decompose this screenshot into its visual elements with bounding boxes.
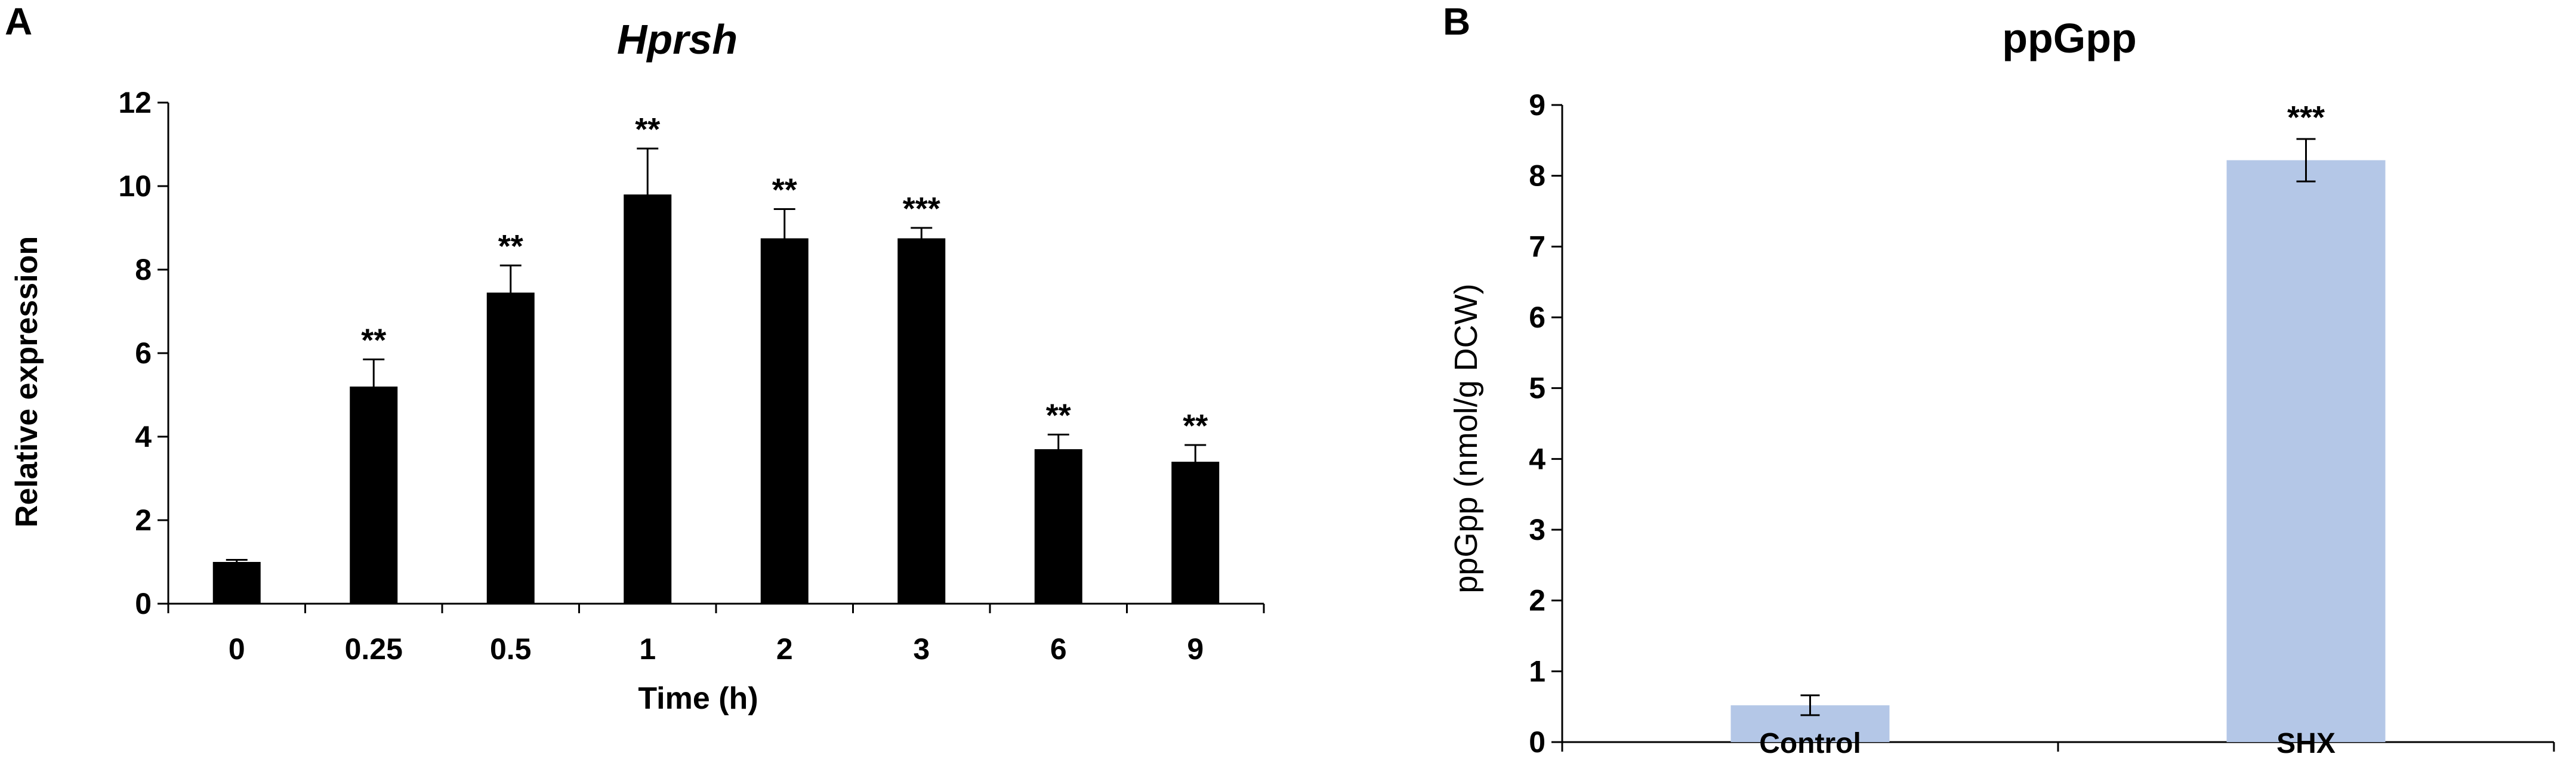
x-tick-label: 0.5: [490, 632, 532, 666]
y-tick-label: 8: [1529, 159, 1545, 193]
panel-a-x-axis-label: Time (h): [638, 681, 758, 716]
panel-a-title: Hprsh: [617, 16, 738, 63]
bar: [486, 292, 535, 604]
significance-label: **: [772, 172, 797, 208]
significance-label: **: [361, 323, 386, 359]
chart-panel-b: B ppGpp ppGpp (nmol/g DCW) 0 1 2 3 4 5 6 7 8 9 Con…: [1443, 0, 2555, 757]
y-tick-label: 6: [135, 336, 152, 370]
panel-a-y-axis-label: Relative expression: [10, 236, 44, 527]
x-tick-label: Control: [1759, 728, 1861, 757]
bar: [624, 194, 672, 604]
chart-panel-a: A Hprsh Relative expression Time (h) 0 2 4…: [5, 0, 1265, 716]
bar: [212, 562, 261, 604]
y-tick-label: 12: [118, 86, 152, 119]
bar: [1034, 449, 1082, 604]
y-tick-label: 2: [1529, 584, 1545, 617]
significance-label: **: [498, 228, 523, 264]
y-tick-label: 4: [135, 420, 152, 453]
y-tick-label: 9: [1529, 88, 1545, 122]
panel-b-y-axis-label: ppGpp (nmol/g DCW): [1448, 283, 1484, 593]
y-tick-label: 3: [1529, 513, 1545, 546]
x-tick-label: 9: [1187, 632, 1204, 666]
significance-label: **: [1183, 408, 1208, 444]
y-tick-label: 1: [1529, 654, 1545, 688]
significance-label: **: [1046, 398, 1071, 434]
y-tick-label: 7: [1529, 230, 1545, 263]
y-tick-label: 10: [118, 169, 152, 203]
x-tick-label: 3: [913, 632, 930, 666]
y-tick-label: 8: [135, 253, 152, 286]
panel-b-title: ppGpp: [2002, 15, 2136, 61]
y-tick-label: 6: [1529, 301, 1545, 334]
bar: [350, 387, 398, 604]
panel-b-plot-area: 0 1 2 3 4 5 6 7 8 9 Control SHX ***: [1529, 88, 2555, 757]
x-tick-label: 0.25: [345, 632, 403, 666]
panel-b-letter: B: [1443, 0, 1470, 43]
bar: [1171, 462, 1220, 604]
y-tick-label: 5: [1529, 372, 1545, 405]
bar: [760, 238, 809, 604]
y-tick-label: 0: [135, 587, 152, 620]
panel-a-plot-area: 0 2 4 6 8 10 12 0 0.25 ** 0.5 ** 1 ** 2 ** 3 *** 6 ** 9 **: [118, 86, 1265, 666]
bar: [2226, 160, 2386, 742]
bar: [897, 238, 946, 604]
x-tick-label: 0: [229, 632, 245, 666]
y-tick-label: 0: [1529, 725, 1545, 757]
significance-label: ***: [2287, 100, 2325, 135]
y-tick-label: 4: [1529, 442, 1545, 475]
significance-label: **: [635, 112, 660, 147]
x-tick-label: 1: [639, 632, 656, 666]
significance-label: ***: [903, 191, 940, 227]
y-tick-label: 2: [135, 503, 152, 537]
x-tick-label: 2: [776, 632, 793, 666]
x-tick-label: SHX: [2276, 728, 2336, 757]
panel-a-letter: A: [5, 0, 32, 43]
x-tick-label: 6: [1050, 632, 1067, 666]
